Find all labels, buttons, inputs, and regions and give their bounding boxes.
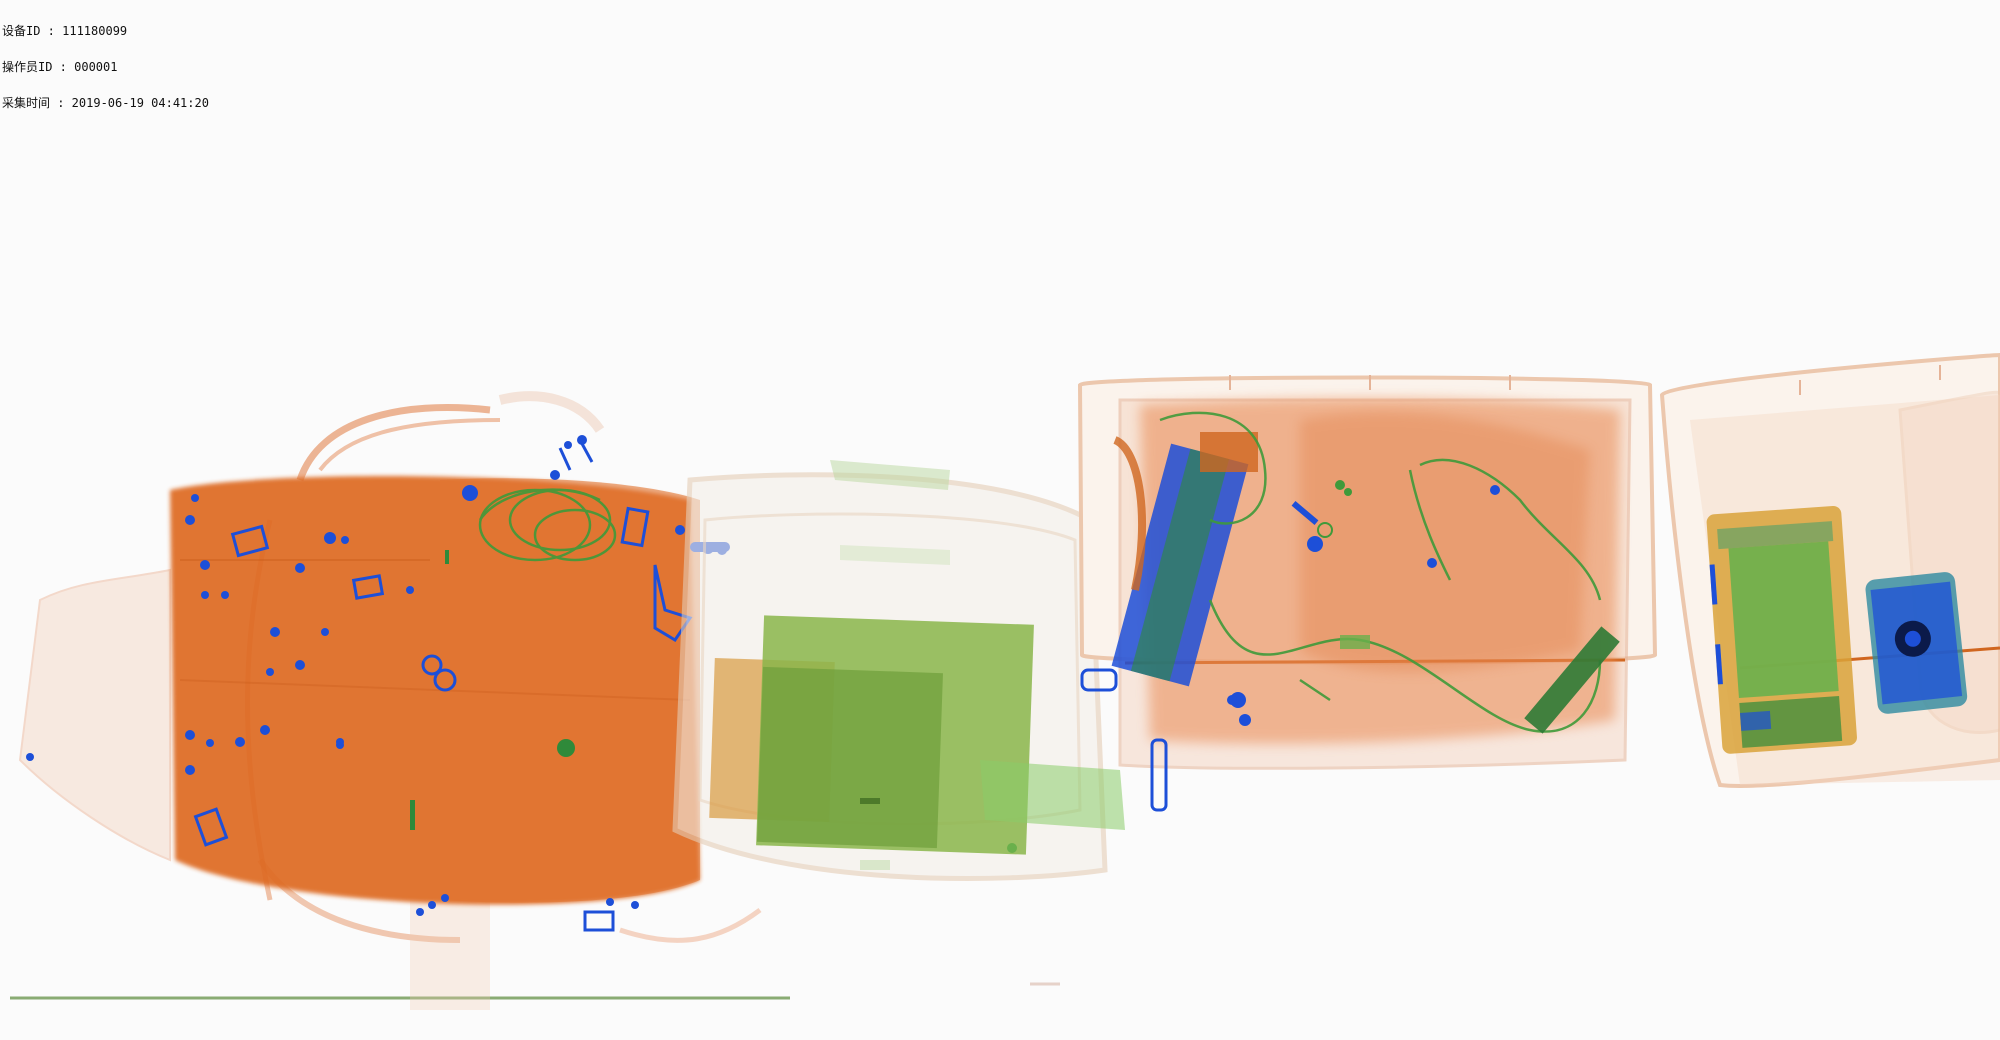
- device-id-text: 设备ID : 111180099: [2, 24, 128, 38]
- camera: [1865, 572, 1968, 714]
- cable-coil: [478, 488, 617, 562]
- scan-info-header: 设备ID : 111180099 操作员ID : 000001 采集时间 : 2…: [2, 1, 209, 121]
- tray-2: [1659, 352, 2000, 788]
- tablet: [1706, 505, 1857, 754]
- capture-time-text: 采集时间 : 2019-06-19 04:41:20: [2, 96, 209, 110]
- tray-1: [1077, 375, 1658, 812]
- suitcase: [672, 460, 1125, 881]
- keys: [1080, 480, 1500, 812]
- operator-id-text: 操作员ID : 000001: [2, 60, 118, 74]
- umbrella: [1111, 432, 1258, 687]
- backpack: [18, 391, 762, 1010]
- cables: [1159, 411, 1602, 733]
- metal-parts: [193, 439, 693, 932]
